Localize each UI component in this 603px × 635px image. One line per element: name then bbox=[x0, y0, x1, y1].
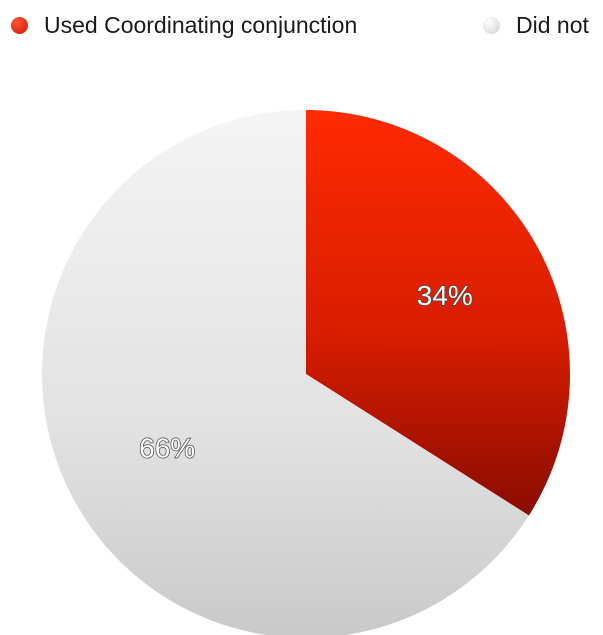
pie-slices bbox=[42, 110, 570, 635]
pie-slice-used bbox=[306, 110, 570, 516]
legend-label-did-not: Did not bbox=[516, 12, 589, 38]
legend-item-did-not: Did not bbox=[483, 10, 589, 40]
legend-item-used: Used Coordinating conjunction bbox=[11, 10, 357, 40]
legend-swatch-used bbox=[11, 16, 28, 34]
pie-data-labels: 34% 66% bbox=[138, 279, 473, 464]
legend-swatch-did-not bbox=[483, 16, 500, 34]
chart-legend: Used Coordinating conjunction Did not bbox=[0, 10, 603, 40]
data-label-used: 34% bbox=[417, 280, 473, 311]
data-label-did-not: 66% bbox=[139, 433, 195, 464]
pie-slice-did-not bbox=[42, 110, 529, 635]
legend-label-used: Used Coordinating conjunction bbox=[44, 12, 358, 38]
